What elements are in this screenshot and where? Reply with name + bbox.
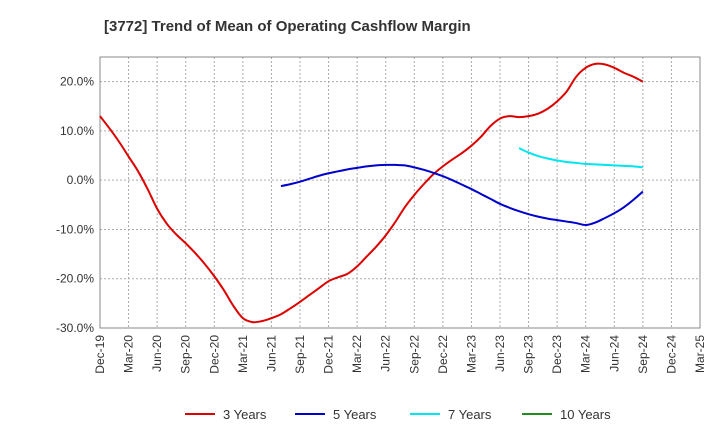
series-line-3-years [99, 62, 644, 324]
x-tick-label: Dec-23 [550, 335, 564, 374]
legend-label: 7 Years [448, 407, 492, 422]
x-tick-label: Jun-22 [379, 335, 393, 372]
x-tick-label: Dec-20 [207, 335, 221, 374]
legend-label: 5 Years [333, 407, 377, 422]
x-tick-label: Dec-21 [322, 335, 336, 374]
y-tick-label: 10.0% [60, 124, 94, 138]
legend-label: 10 Years [560, 407, 611, 422]
series-line-7-years [518, 147, 643, 169]
series-line-5-years [280, 163, 644, 227]
y-tick-label: -20.0% [56, 272, 94, 286]
x-tick-label: Sep-21 [293, 335, 307, 374]
legend-label: 3 Years [223, 407, 267, 422]
x-tick-label: Dec-24 [664, 335, 678, 374]
x-tick-label: Dec-19 [93, 335, 107, 374]
y-tick-label: -10.0% [56, 222, 94, 236]
x-tick-label: Jun-23 [493, 335, 507, 372]
x-tick-label: Jun-24 [607, 335, 621, 372]
y-tick-label: 0.0% [67, 173, 95, 187]
x-tick-label: Jun-21 [264, 335, 278, 372]
plot-area-frame [99, 56, 701, 329]
x-tick-label: Mar-22 [350, 335, 364, 373]
chart-title: [3772] Trend of Mean of Operating Cashfl… [104, 18, 471, 35]
x-tick-label: Sep-20 [179, 335, 193, 374]
y-tick-label: 20.0% [60, 75, 94, 89]
x-tick-label: Mar-21 [236, 335, 250, 373]
x-tick-label: Mar-25 [693, 335, 707, 373]
y-tick-label: -30.0% [56, 321, 94, 335]
x-tick-label: Sep-24 [636, 335, 650, 374]
x-tick-label: Sep-23 [522, 335, 536, 374]
x-tick-label: Dec-22 [436, 335, 450, 374]
x-tick-label: Mar-20 [122, 335, 136, 373]
x-tick-label: Sep-22 [407, 335, 421, 374]
x-tick-label: Mar-24 [579, 335, 593, 373]
x-tick-label: Mar-23 [464, 335, 478, 373]
x-tick-label: Jun-20 [150, 335, 164, 372]
